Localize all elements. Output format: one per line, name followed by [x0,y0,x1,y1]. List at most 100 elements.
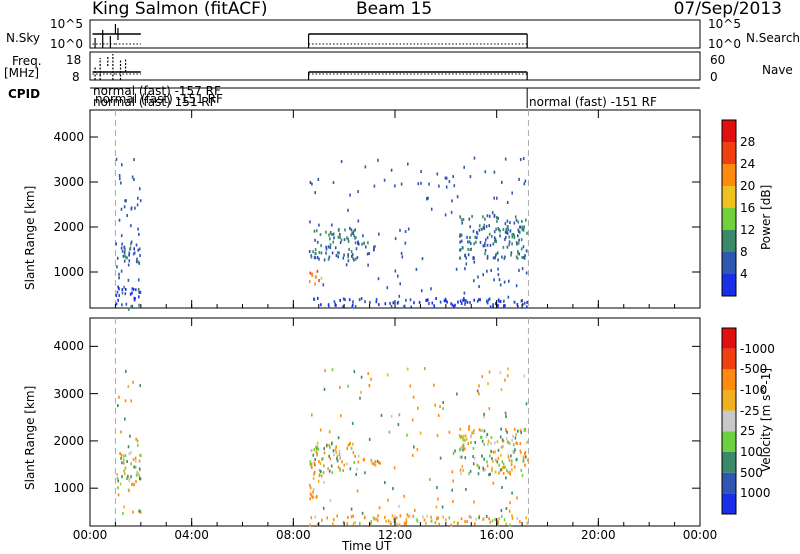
velocity-echo-cell [459,435,462,439]
range-tick-label: 1000 [53,481,84,496]
power-echo-cell [133,247,135,251]
power-echo-cell [323,258,326,262]
velocity-echo-cell [490,436,493,439]
power-scatter-cell [421,257,424,261]
power-scatter-cell [485,224,488,228]
velocity-echo-cell [407,515,410,519]
power-scatter-cell [478,285,480,289]
cpid-text-3: normal (fast) 151 RF [93,95,217,109]
power-echo-cell [491,234,493,238]
power-colorbar-swatch [722,164,736,186]
velocity-echo-cell [494,441,496,445]
velocity-scatter-cell [136,439,139,443]
velocity-scatter-cell [437,497,439,501]
velocity-scatter-cell [434,403,436,407]
power-echo-cell [486,299,488,303]
velocity-echo-cell [323,480,325,484]
velocity-echo-cell [377,514,379,518]
power-scatter-cell [118,276,120,280]
power-echo-cell [460,302,463,305]
power-echo-cell [469,248,472,252]
velocity-colorbar-swatch [722,328,736,349]
power-scatter-cell [493,196,495,200]
power-echo-cell [479,298,481,302]
velocity-echo-cell [329,445,331,449]
power-echo-cell [517,250,519,253]
velocity-scatter-cell [409,384,412,388]
velocity-echo-cell [464,434,467,438]
velocity-echo-cell [341,460,343,464]
velocity-echo-cell [512,449,514,453]
power-echo-cell [463,298,465,302]
power-echo-cell [132,287,135,291]
velocity-echo-cell [337,465,340,469]
velocity-echo-cell [412,514,415,518]
power-scatter-cell [420,181,422,185]
velocity-scatter-cell [429,478,431,481]
power-echo-cell [316,256,319,259]
power-echo-cell [314,256,317,260]
velocity-echo-cell [128,479,131,483]
velocity-scatter-cell [500,509,503,512]
power-echo-cell [517,228,519,232]
power-echo-cell [335,254,338,257]
velocity-scatter-cell [511,491,513,495]
power-echo-cell [459,248,461,252]
power-scatter-cell [497,273,500,277]
power-echo-cell [504,222,507,226]
power-echo-cell [516,256,519,260]
time-tick-label: 00:00 [682,528,718,542]
velocity-echo-cell [370,458,373,462]
power-echo-cell [488,232,491,236]
power-echo-cell [483,223,485,227]
velocity-echo-cell [496,460,499,464]
velocity-echo-cell [496,440,499,444]
cpid-text-late: normal (fast) -151 RF [529,95,657,109]
power-scatter-cell [133,251,136,255]
power-echo-cell [121,242,123,246]
power-echo-cell [347,237,349,241]
strip-frame-0 [89,19,701,49]
power-scatter-cell [127,263,130,267]
range-tick-label: 2000 [53,433,84,448]
power-echo-cell [320,251,323,255]
power-echo-cell [117,285,119,289]
velocity-echo-cell [497,520,499,524]
velocity-echo-cell [374,463,377,467]
velocity-echo-cell [511,516,514,520]
velocity-echo-cell [466,520,468,524]
velocity-scatter-cell [119,452,121,456]
velocity-echo-cell [460,472,462,476]
velocity-echo-cell [502,462,505,466]
velocity-scatter-cell [461,437,464,441]
power-echo-cell [314,238,316,242]
velocity-echo-cell [140,454,142,458]
power-echo-cell [526,300,528,304]
velocity-echo-cell [497,456,500,460]
power-scatter-cell [316,240,319,244]
power-echo-cell [504,255,506,259]
velocity-echo-cell [483,442,485,446]
velocity-echo-cell [509,472,511,476]
velocity-scatter-cell [337,436,340,440]
power-echo-cell [360,297,363,301]
velocity-scatter-cell [117,486,119,490]
velocity-echo-cell [503,465,505,469]
velocity-echo-cell [513,427,516,431]
power-echo-cell [451,303,454,307]
power-scatter-cell [133,178,135,181]
velocity-echo-cell [500,445,503,449]
power-echo-cell [340,238,343,242]
velocity-scatter-cell [516,496,518,500]
power-echo-cell [512,232,515,236]
power-echo-cell [517,220,520,224]
velocity-echo-cell [522,455,525,459]
power-echo-cell [462,246,464,250]
velocity-echo-cell [460,517,463,521]
power-echo-cell [328,233,330,237]
velocity-echo-cell [496,523,499,527]
power-echo-cell [325,230,327,234]
velocity-echo-cell [314,470,316,474]
power-echo-cell [342,297,345,301]
power-echo-cell [459,256,462,260]
